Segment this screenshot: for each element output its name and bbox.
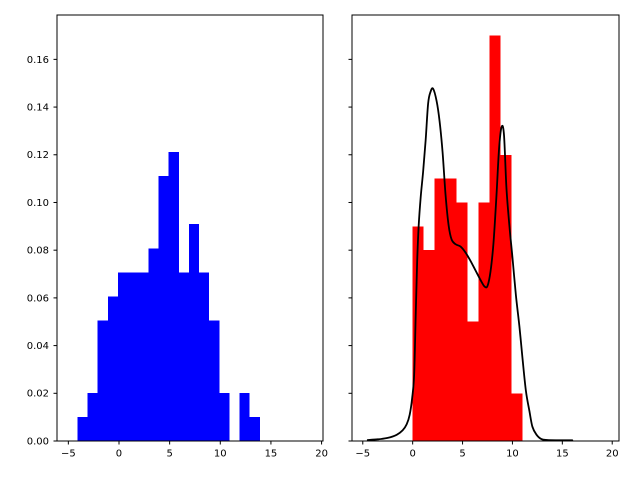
right-subplot: −5 0 5 10 15 20 bbox=[348, 14, 620, 460]
histogram-bar bbox=[148, 248, 159, 441]
histogram-bar bbox=[489, 35, 501, 441]
y-tick-label: 0.04 bbox=[27, 341, 49, 352]
histogram-bar bbox=[97, 320, 108, 441]
histogram-bar bbox=[128, 272, 139, 441]
kde-curve bbox=[366, 87, 574, 442]
y-tick-label: 0.16 bbox=[27, 55, 49, 66]
histogram-bar bbox=[168, 151, 179, 441]
x-axis: −5 0 5 10 15 20 bbox=[61, 441, 328, 460]
histogram-bar bbox=[158, 176, 169, 441]
histogram-bar bbox=[456, 202, 468, 441]
histogram-bar bbox=[138, 272, 149, 441]
y-tick-label: 0.08 bbox=[27, 246, 49, 257]
left-subplot: −5 0 5 10 15 200.000.020.040.060.080.100.120.… bbox=[27, 14, 328, 460]
x-tick-label: 0 bbox=[409, 449, 415, 460]
x-tick-label: 20 bbox=[606, 449, 619, 460]
x-tick-label: 15 bbox=[556, 449, 569, 460]
x-tick-label: 20 bbox=[315, 449, 328, 460]
y-axis: 0.00 0.02 0.04 0.06 0.08 0.10 0.12 0.14 0.16 bbox=[27, 55, 57, 447]
histogram-bar bbox=[423, 250, 435, 441]
histogram-bar bbox=[87, 392, 98, 441]
x-tick-label: −5 bbox=[355, 449, 370, 460]
histogram-bar bbox=[188, 224, 200, 441]
histogram-bar bbox=[511, 393, 523, 441]
y-tick-label: 0.14 bbox=[27, 102, 49, 113]
histogram-bar bbox=[412, 226, 424, 441]
y-tick-label: 0.00 bbox=[27, 436, 49, 447]
histogram-bar bbox=[178, 272, 189, 441]
histogram-bar bbox=[434, 178, 446, 441]
histogram-bar bbox=[77, 416, 88, 441]
histogram-bar bbox=[478, 202, 490, 441]
histogram-bar bbox=[467, 321, 479, 441]
y-axis bbox=[348, 58, 352, 442]
x-tick-label: −5 bbox=[61, 449, 76, 460]
plot-border bbox=[351, 14, 620, 442]
plot-border bbox=[56, 14, 324, 442]
x-tick-label: 15 bbox=[265, 449, 278, 460]
y-tick-label: 0.02 bbox=[27, 389, 49, 400]
histogram-bar bbox=[199, 272, 210, 441]
x-tick-label: 0 bbox=[116, 449, 122, 460]
y-tick-label: 0.12 bbox=[27, 150, 49, 161]
histogram-bar bbox=[249, 416, 260, 441]
x-tick-label: 10 bbox=[214, 449, 227, 460]
right-histogram-bars bbox=[412, 35, 523, 441]
y-tick-label: 0.10 bbox=[27, 198, 49, 209]
x-tick-label: 5 bbox=[166, 449, 172, 460]
histogram-bar bbox=[219, 392, 230, 441]
y-tick-label: 0.06 bbox=[27, 293, 49, 304]
x-tick-label: 10 bbox=[506, 449, 519, 460]
histogram-bar bbox=[445, 178, 457, 441]
left-histogram-bars bbox=[77, 151, 260, 441]
histogram-bar bbox=[117, 272, 129, 441]
histogram-bar bbox=[239, 392, 250, 441]
histogram-bar bbox=[107, 296, 118, 441]
x-tick-label: 5 bbox=[459, 449, 465, 460]
histogram-bar bbox=[500, 154, 512, 441]
histogram-bar bbox=[209, 320, 220, 441]
x-axis: −5 0 5 10 15 20 bbox=[355, 441, 619, 460]
